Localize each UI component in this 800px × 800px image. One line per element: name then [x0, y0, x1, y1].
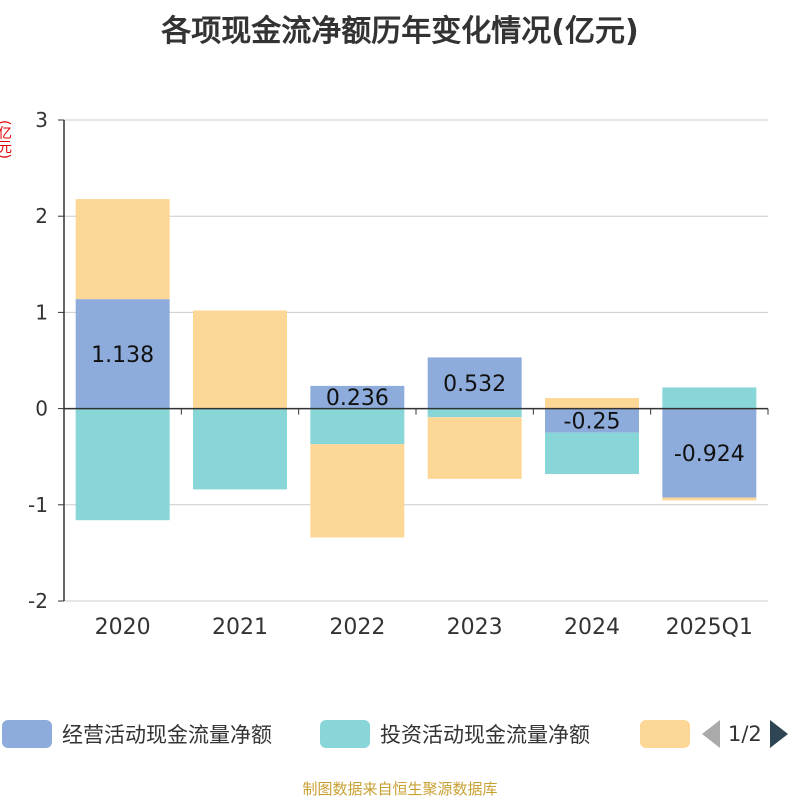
x-tick-label: 2021 [212, 615, 268, 640]
x-tick-label: 2020 [95, 615, 151, 640]
bar-series2-2021 [193, 310, 287, 409]
y-tick-label: 0 [35, 397, 48, 421]
legend-item-operating[interactable]: 经营活动现金流量净额 [2, 716, 272, 752]
data-label: 0.236 [326, 386, 389, 411]
bar-series2-2024 [545, 398, 639, 409]
y-tick-label: 2 [35, 204, 48, 228]
bar-series2-2025Q1 [662, 497, 757, 501]
x-tick-label: 2022 [329, 615, 385, 640]
legend-page-indicator: 1/2 [728, 722, 762, 746]
y-tick-label: 3 [35, 108, 48, 132]
legend-swatch-operating [2, 720, 52, 748]
bar-series1-2024 [545, 432, 639, 475]
legend-prev-arrow-icon[interactable] [702, 720, 720, 748]
bar-series2-2020 [75, 199, 170, 300]
data-label: 0.532 [443, 372, 506, 397]
bar-series0-2020 [75, 299, 170, 409]
x-tick-label: 2023 [447, 615, 503, 640]
y-tick-label: -2 [28, 589, 48, 613]
y-axis-unit: (亿元) [0, 120, 12, 159]
bar-series1-2021 [193, 408, 287, 490]
bar-series0-2023 [427, 357, 522, 409]
bar-series2-2022 [310, 444, 405, 538]
data-label: -0.924 [674, 442, 745, 467]
legend-item-third[interactable] [640, 716, 700, 752]
data-source-note: 制图数据来自恒生聚源数据库 [302, 780, 498, 798]
legend-label-investing: 投资活动现金流量净额 [380, 723, 590, 747]
y-tick-label: 1 [35, 300, 48, 324]
bar-series1-2025Q1 [662, 387, 757, 409]
chart-title: 各项现金流净额历年变化情况(亿元) [161, 14, 639, 49]
bar-series0-2022 [310, 385, 405, 409]
data-label: -0.25 [564, 410, 621, 435]
data-label: 1.138 [91, 343, 154, 368]
stacked-bar-chart: -2 -1 0 1 2 3 1.138 0.236 0.532 -0.25 -0.924 2020 20… [28, 108, 769, 640]
legend-swatch-third [640, 720, 690, 748]
x-tick-label: 2025Q1 [666, 615, 753, 640]
legend-pager: 1/2 [702, 716, 788, 752]
legend-label-operating: 经营活动现金流量净额 [62, 723, 272, 747]
legend-next-arrow-icon[interactable] [769, 720, 788, 748]
bar-series1-2023 [427, 408, 522, 418]
bar-series2-2023 [427, 417, 522, 479]
bar-series1-2022 [310, 408, 405, 445]
bar-series1-2020 [75, 408, 170, 521]
bar-series0-2025Q1 [662, 408, 757, 498]
y-tick-label: -1 [28, 493, 48, 517]
bar-series0-2024 [545, 408, 639, 433]
legend-swatch-investing [320, 720, 370, 748]
x-tick-label: 2024 [564, 615, 620, 640]
legend: 经营活动现金流量净额 投资活动现金流量净额 1/2 [0, 716, 800, 752]
legend-item-investing[interactable]: 投资活动现金流量净额 [320, 716, 590, 752]
